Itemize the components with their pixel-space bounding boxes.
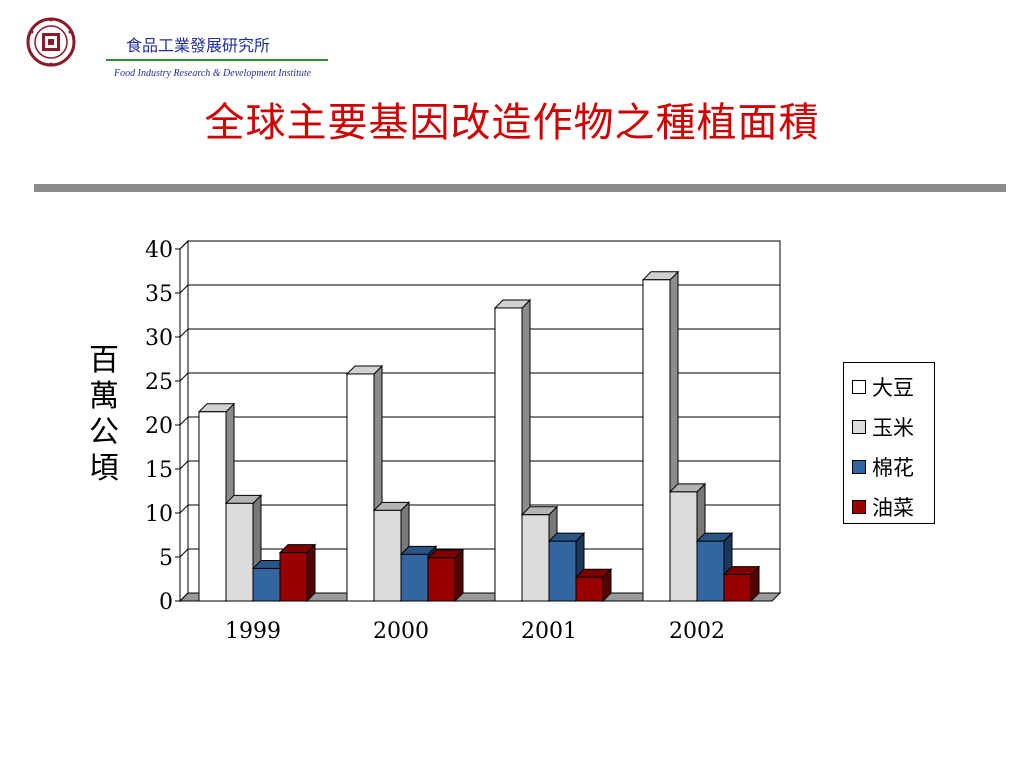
y-tick-label: 20 <box>145 414 173 439</box>
legend-label: 油菜 <box>872 496 914 520</box>
x-tick-label: 2002 <box>669 619 725 644</box>
bar <box>225 502 254 602</box>
y-tick-label: 35 <box>145 282 173 307</box>
bar <box>642 279 671 602</box>
legend-swatch <box>852 380 866 394</box>
y-tick-label: 30 <box>145 326 173 351</box>
chart-legend: 大豆 玉米 棉花 油菜 <box>843 362 935 524</box>
gridline <box>179 504 780 514</box>
legend-swatch <box>852 500 866 514</box>
gridline <box>179 284 780 294</box>
gridline <box>179 460 780 470</box>
bar <box>494 307 523 602</box>
bar <box>521 514 550 602</box>
slide-header: 食品工業發展研究所 Food Industry Research & Devel… <box>22 10 328 79</box>
legend-swatch <box>852 460 866 474</box>
title-divider <box>34 184 1006 192</box>
header-underline <box>106 59 328 61</box>
legend-label: 玉米 <box>872 416 914 440</box>
y-axis-label: 百萬公頃 <box>89 343 119 486</box>
institute-seal-logo <box>26 17 76 67</box>
legend-item: 大豆 <box>852 373 914 401</box>
gridline <box>179 328 780 338</box>
y-tick-label: 0 <box>159 590 173 615</box>
bar <box>669 491 698 602</box>
bar <box>346 373 375 602</box>
gridline <box>179 416 780 426</box>
slide-title: 全球主要基因改造作物之種植面積 <box>204 100 820 146</box>
x-tick-label: 1999 <box>225 619 281 644</box>
bar <box>252 567 281 602</box>
y-tick-label: 40 <box>145 238 173 263</box>
x-tick-label: 2000 <box>373 619 429 644</box>
legend-item: 油菜 <box>852 493 914 521</box>
y-tick-label: 25 <box>145 370 173 395</box>
bar <box>696 540 725 602</box>
legend-swatch <box>852 420 866 434</box>
legend-label: 大豆 <box>872 376 914 400</box>
org-name-chinese: 食品工業發展研究所 <box>126 36 271 55</box>
legend-label: 棉花 <box>872 456 914 480</box>
gridline <box>179 372 780 382</box>
gridline <box>179 240 780 250</box>
bar-side <box>306 543 316 603</box>
bar <box>575 576 604 602</box>
bar <box>427 557 456 602</box>
legend-item: 棉花 <box>852 453 914 481</box>
bar <box>279 552 308 602</box>
org-name-english: Food Industry Research & Development Ins… <box>114 68 312 79</box>
y-tick-label: 10 <box>145 502 173 527</box>
bar <box>198 411 227 602</box>
bar <box>400 553 429 602</box>
legend-item: 玉米 <box>852 413 914 441</box>
bar-side <box>454 548 464 603</box>
x-tick-label: 2001 <box>521 619 577 644</box>
bar <box>548 540 577 602</box>
y-tick-label: 5 <box>159 546 173 571</box>
bar <box>723 574 752 602</box>
bar <box>373 509 402 602</box>
y-tick-label: 15 <box>145 458 173 483</box>
